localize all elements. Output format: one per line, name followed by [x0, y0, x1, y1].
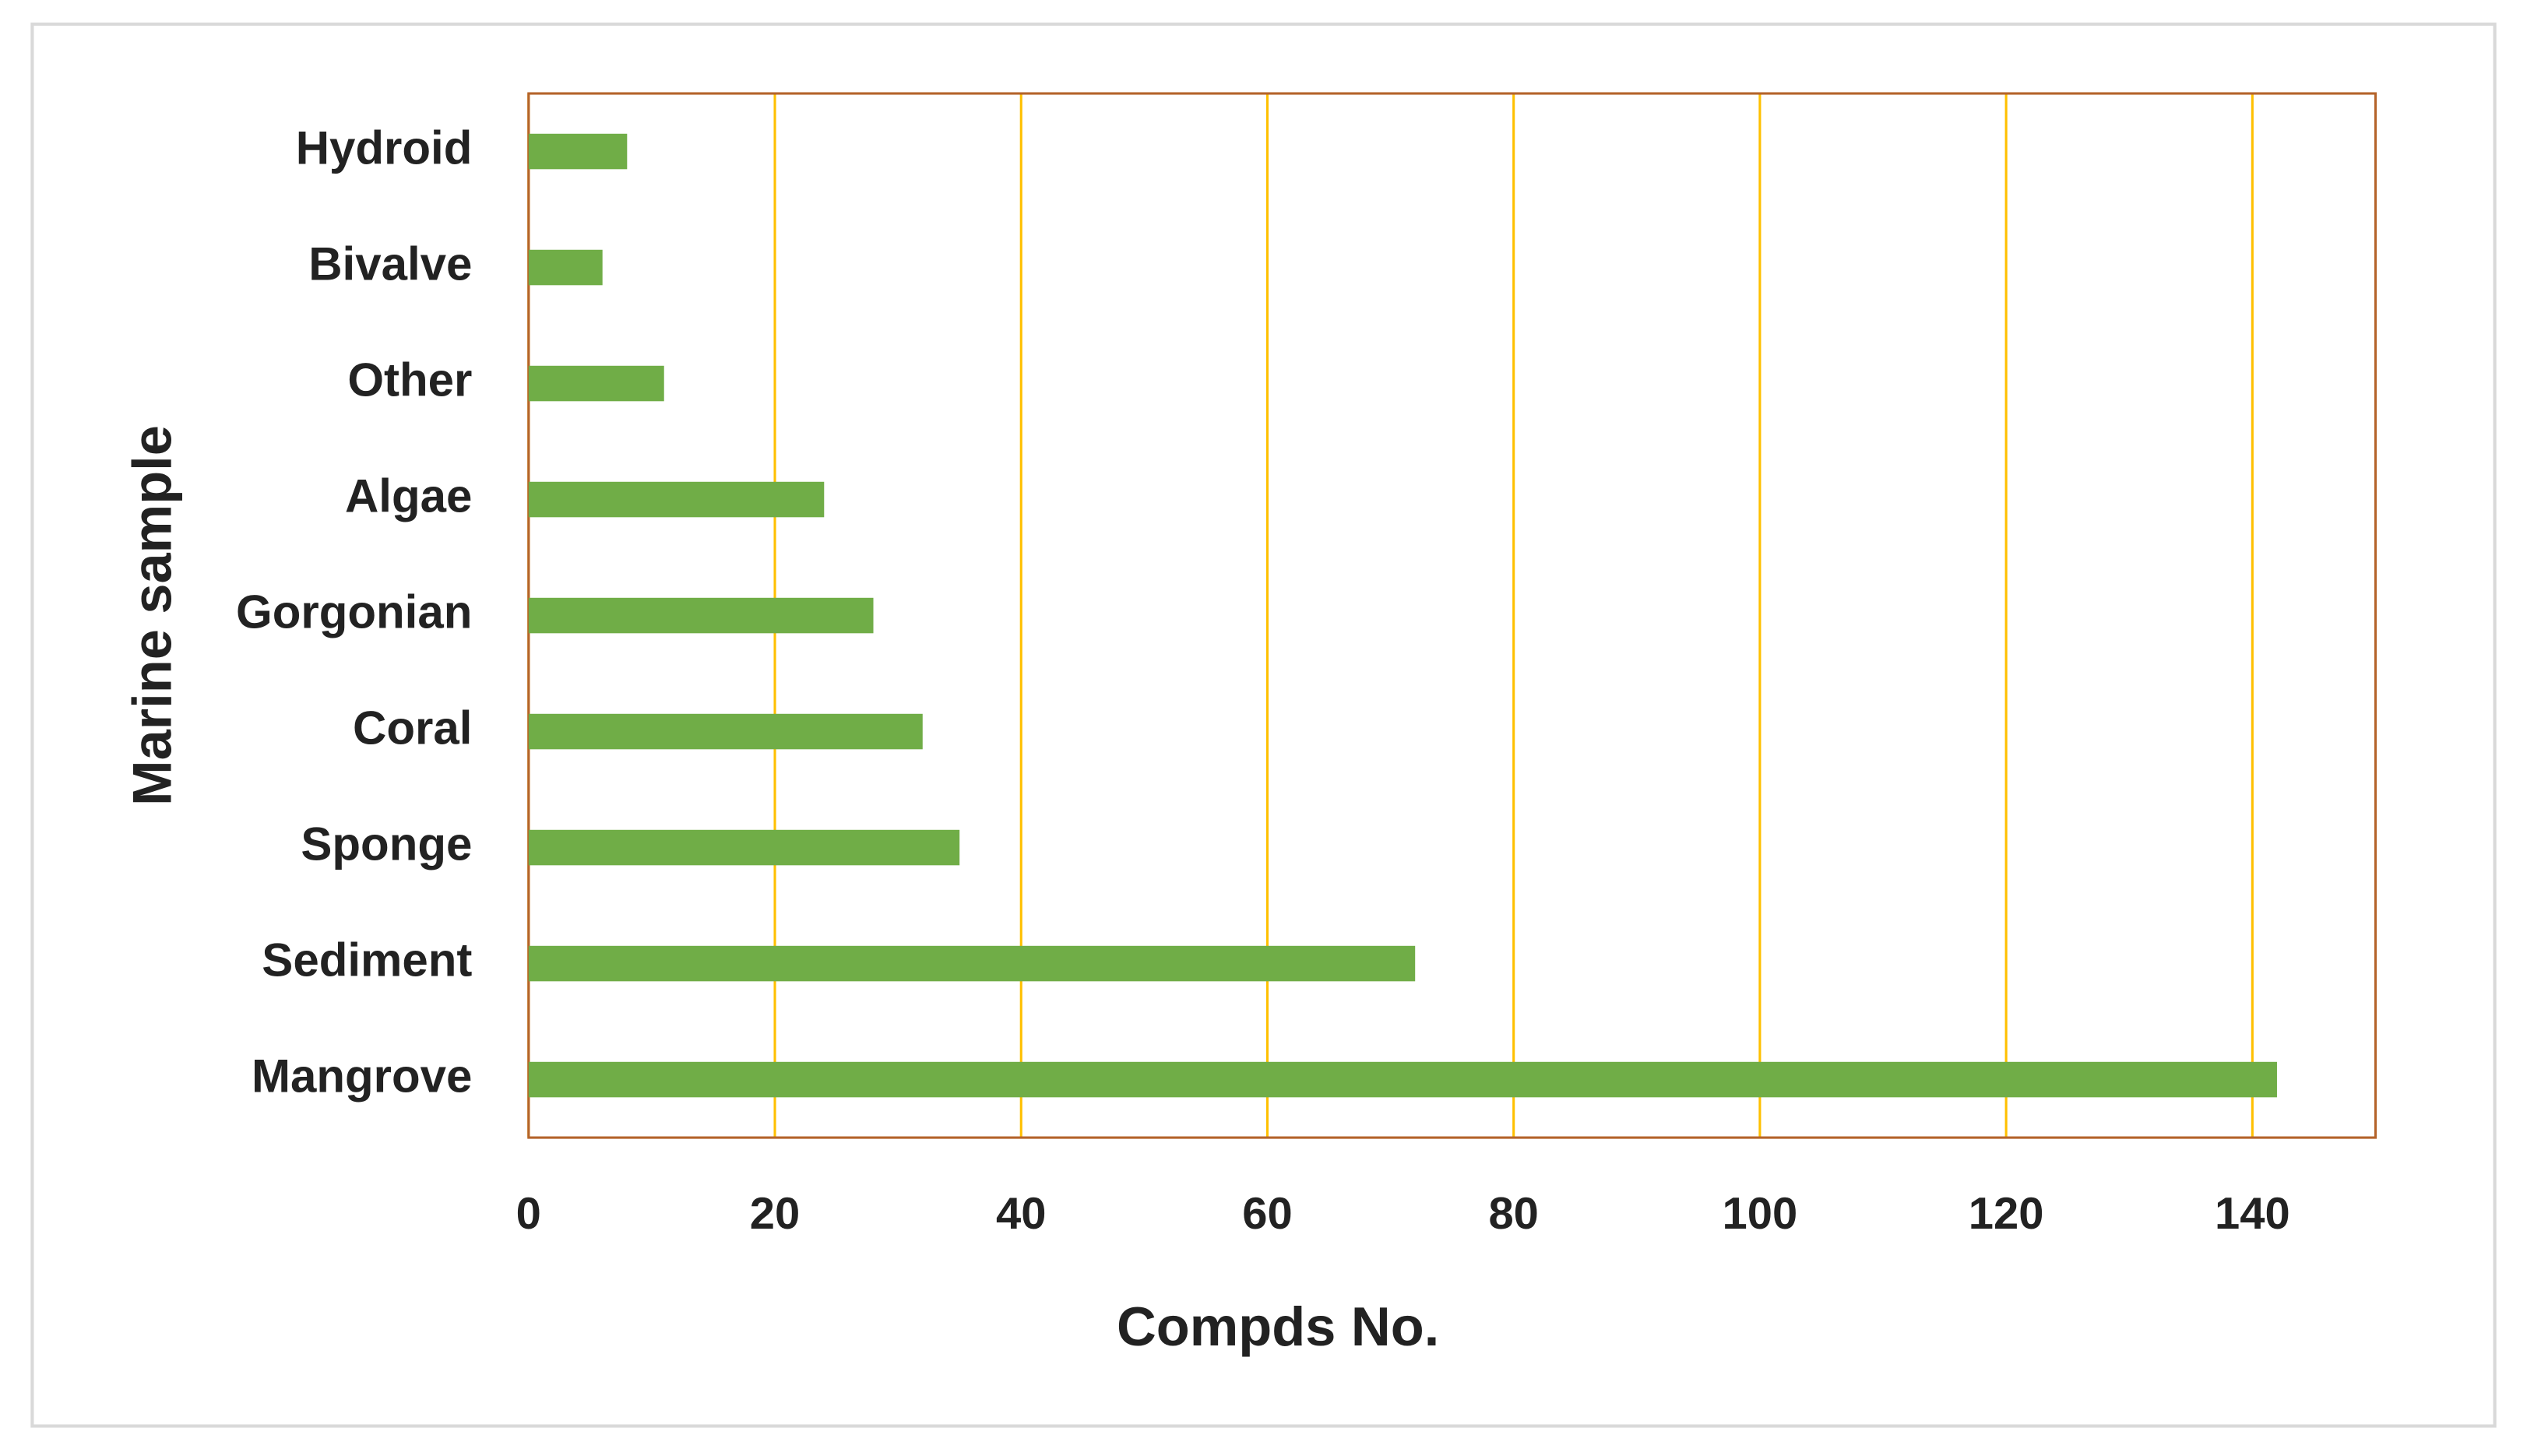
x-tick-label: 0: [516, 1189, 541, 1239]
bar: [528, 481, 825, 518]
x-tick-label: 80: [1488, 1189, 1538, 1239]
bar: [528, 713, 923, 750]
y-axis-title: Marine sample: [121, 425, 182, 806]
y-tick-label: Other: [347, 353, 472, 406]
x-tick-label: 100: [1723, 1189, 1798, 1239]
y-tick-label: Hydroid: [296, 121, 473, 174]
bar: [528, 365, 664, 402]
y-tick-label: Algae: [345, 470, 472, 522]
bar: [528, 829, 960, 866]
y-tick-label: Sponge: [301, 818, 472, 870]
y-tick-label: Gorgonian: [236, 586, 472, 638]
y-tick-label: Mangrove: [252, 1050, 472, 1102]
x-tick-label: 20: [750, 1189, 800, 1239]
chart-frame: [30, 22, 2497, 1428]
bar: [528, 1061, 2277, 1098]
x-axis-title: Compds No.: [1117, 1296, 1439, 1357]
x-tick-label: 140: [2215, 1189, 2290, 1239]
x-tick-label: 60: [1242, 1189, 1292, 1239]
bar: [528, 597, 874, 634]
bar: [528, 133, 628, 170]
x-tick-label: 120: [1969, 1189, 2044, 1239]
y-tick-label: Bivalve: [308, 237, 472, 290]
y-tick-label: Sediment: [262, 934, 472, 986]
x-tick-label: 40: [996, 1189, 1046, 1239]
bar: [528, 249, 603, 286]
y-tick-label: Coral: [353, 702, 472, 754]
bar: [528, 945, 1416, 982]
